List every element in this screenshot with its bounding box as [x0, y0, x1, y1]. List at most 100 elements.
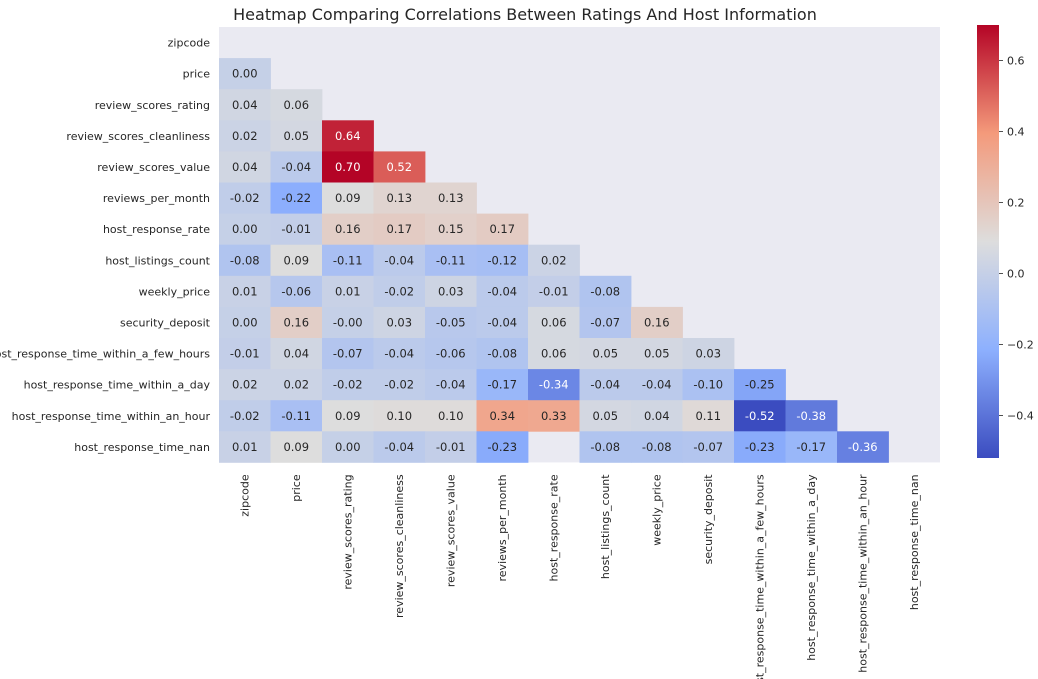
cell-value-label: -0.07 [590, 315, 620, 329]
cell-value-label: 0.04 [232, 98, 258, 112]
heatmap-cell [219, 275, 271, 308]
heatmap-cell [579, 369, 632, 401]
heatmap-cell [270, 306, 323, 339]
heatmap-cell [476, 431, 529, 463]
cell-value-label: 0.02 [232, 378, 258, 392]
cell-value-label: -0.02 [384, 378, 414, 392]
y-tick-labels: zipcode price review_scores_rating review_s… [0, 37, 211, 454]
x-tick-label-price: price [290, 474, 303, 502]
cell-value-label: 0.34 [489, 409, 515, 423]
heatmap-cell [373, 151, 426, 183]
y-tick-label-zipcode: zipcode [168, 37, 211, 50]
heatmap-cell [425, 431, 477, 463]
x-tick-label-security-deposit: security_deposit [702, 474, 715, 565]
heatmap-cell [219, 151, 271, 183]
colorbar-tick-label: −0.2 [1007, 338, 1034, 351]
cell-value-label: -0.11 [436, 253, 466, 267]
y-tick-label-price: price [183, 68, 211, 81]
y-tick-label-host-response-time-within-a-day: host_response_time_within_a_day [24, 379, 211, 392]
heatmap-cell [270, 275, 323, 308]
x-tick-label-reviews-per-month: reviews_per_month [496, 474, 509, 581]
cell-value-label: 0.02 [541, 253, 567, 267]
cell-value-label: -0.36 [848, 440, 878, 454]
heatmap-cell [322, 400, 374, 432]
cell-value-label: 0.33 [541, 409, 567, 423]
cell-value-label: 0.00 [232, 315, 258, 329]
x-tick-label-zipcode: zipcode [239, 474, 252, 517]
heatmap-cell [322, 431, 374, 463]
cell-value-label: 0.09 [335, 191, 361, 205]
heatmap-cell [528, 338, 580, 370]
cell-value-label: 0.01 [335, 284, 361, 298]
x-tick-label-host-response-rate: host_response_rate [548, 474, 561, 581]
x-tick-label-host-response-time-nan: host_response_time_nan [908, 474, 921, 610]
cell-value-label: 0.13 [386, 191, 412, 205]
cell-value-label: 0.02 [232, 129, 258, 143]
cell-value-label: 0.11 [695, 409, 721, 423]
cell-value-label: 0.13 [438, 191, 464, 205]
heatmap-cell [528, 306, 580, 339]
heatmap-cell [734, 369, 786, 401]
cell-value-label: 0.16 [644, 315, 670, 329]
heatmap-cell [373, 369, 426, 401]
cell-value-label: -0.11 [333, 253, 363, 267]
y-tick-label-host-response-time-within-an-hour: host_response_time_within_an_hour [12, 410, 211, 423]
heatmap-cell [373, 338, 426, 370]
x-tick-label-host-listings-count: host_listings_count [599, 474, 612, 579]
y-tick-label-host-response-time-within-a-few-hours: host_response_time_within_a_few_hours [0, 348, 210, 361]
cell-value-label: 0.05 [592, 409, 618, 423]
cell-value-label: 0.04 [644, 409, 670, 423]
heatmap-cell [322, 151, 374, 183]
colorbar-tick-label: 0.6 [1007, 54, 1025, 67]
heatmap-cell [631, 400, 683, 432]
heatmap-cell [631, 431, 683, 463]
cell-value-label: 0.05 [592, 347, 618, 361]
cell-value-label: 0.70 [335, 160, 361, 174]
cell-value-label: -0.04 [487, 284, 517, 298]
heatmap-cell [373, 213, 426, 246]
y-tick-label-weekly-price: weekly_price [139, 285, 211, 298]
heatmap-cell [425, 338, 477, 370]
heatmap-cell [270, 369, 323, 401]
cell-value-label: -0.02 [230, 409, 260, 423]
y-tick-label-host-response-rate: host_response_rate [103, 223, 210, 236]
cell-value-label: -0.01 [230, 347, 260, 361]
heatmap-cell [476, 213, 529, 246]
heatmap-cell [476, 244, 529, 277]
cell-value-label: -0.34 [539, 378, 569, 392]
heatmap-cell [219, 338, 271, 370]
heatmap-cell [322, 275, 374, 308]
cell-value-label: 0.03 [695, 347, 721, 361]
heatmap-cells [219, 58, 889, 463]
heatmap-cell [631, 338, 683, 370]
heatmap-cell [579, 400, 632, 432]
cell-value-label: -0.23 [487, 440, 517, 454]
heatmap-cell [579, 431, 632, 463]
heatmap-cell [476, 400, 529, 432]
heatmap-cell [322, 213, 374, 246]
cell-value-label: -0.04 [281, 160, 311, 174]
heatmap-cell [270, 89, 323, 121]
cell-value-label: 0.17 [386, 222, 412, 236]
colorbar-tick-label: 0.2 [1007, 196, 1025, 209]
heatmap-cell [373, 244, 426, 277]
heatmap-cell [322, 244, 374, 277]
cell-value-label: 0.04 [283, 347, 309, 361]
cell-value-label: 0.05 [283, 129, 309, 143]
heatmap-cell [682, 369, 735, 401]
y-tick-label-review-scores-rating: review_scores_rating [95, 99, 210, 112]
heatmap-cell [270, 431, 323, 463]
cell-value-label: -0.01 [436, 440, 466, 454]
heatmap-cell [631, 306, 683, 339]
heatmap-cell [270, 182, 323, 214]
y-tick-label-security-deposit: security_deposit [120, 316, 211, 329]
heatmap-cell [219, 431, 271, 463]
x-tick-label-host-response-time-within-a-day: host_response_time_within_a_day [805, 474, 818, 661]
cell-value-label: -0.17 [487, 378, 517, 392]
cell-value-label: -0.04 [384, 253, 414, 267]
heatmap-cell [734, 431, 786, 463]
cell-value-label: 0.15 [438, 222, 464, 236]
heatmap-cell [270, 213, 323, 246]
y-tick-label-host-response-time-nan: host_response_time_nan [74, 441, 210, 454]
